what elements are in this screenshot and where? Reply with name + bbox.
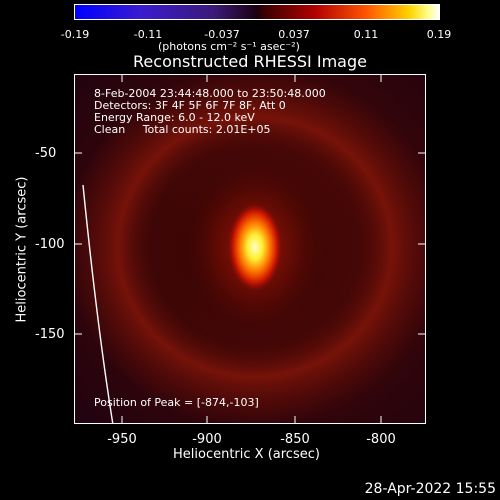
x-tick: -850: [280, 432, 310, 447]
info-clean: Clean Total counts: 2.01E+05: [94, 123, 271, 136]
info-detectors: Detectors: 3F 4F 5F 6F 7F 8F, Att 0: [94, 99, 286, 112]
colorbar-tick: 0.19: [426, 28, 452, 41]
info-energy: Energy Range: 6.0 - 12.0 keV: [94, 111, 255, 124]
x-tick: -950: [107, 432, 137, 447]
image-canvas: [75, 75, 425, 423]
rhessi-image: [74, 74, 426, 424]
flare-source: [228, 203, 282, 291]
colorbar-tick: 0.037: [278, 28, 310, 41]
colorbar: [74, 4, 440, 20]
x-tick: -900: [192, 432, 222, 447]
y-tick: -150: [35, 327, 65, 342]
x-axis-label: Heliocentric X (arcsec): [173, 447, 320, 462]
info-peak: Position of Peak = [-874,-103]: [94, 396, 259, 409]
x-tick: -800: [366, 432, 396, 447]
colorbar-unit: (photons cm⁻² s⁻¹ asec⁻²): [158, 40, 300, 53]
colorbar-tick: 0.11: [353, 28, 379, 41]
info-time: 8-Feb-2004 23:44:48.000 to 23:50:48.000: [94, 87, 326, 100]
y-tick: -100: [35, 237, 65, 252]
colorbar-tick: -0.19: [60, 28, 90, 41]
solar-limb: [82, 184, 114, 423]
footer-date: 28-Apr-2022 15:55: [364, 481, 496, 497]
plot-title: Reconstructed RHESSI Image: [133, 52, 367, 71]
colorbar-tick: -0.11: [133, 28, 163, 41]
colorbar-tick: -0.037: [204, 28, 240, 41]
y-tick: -50: [35, 146, 57, 161]
